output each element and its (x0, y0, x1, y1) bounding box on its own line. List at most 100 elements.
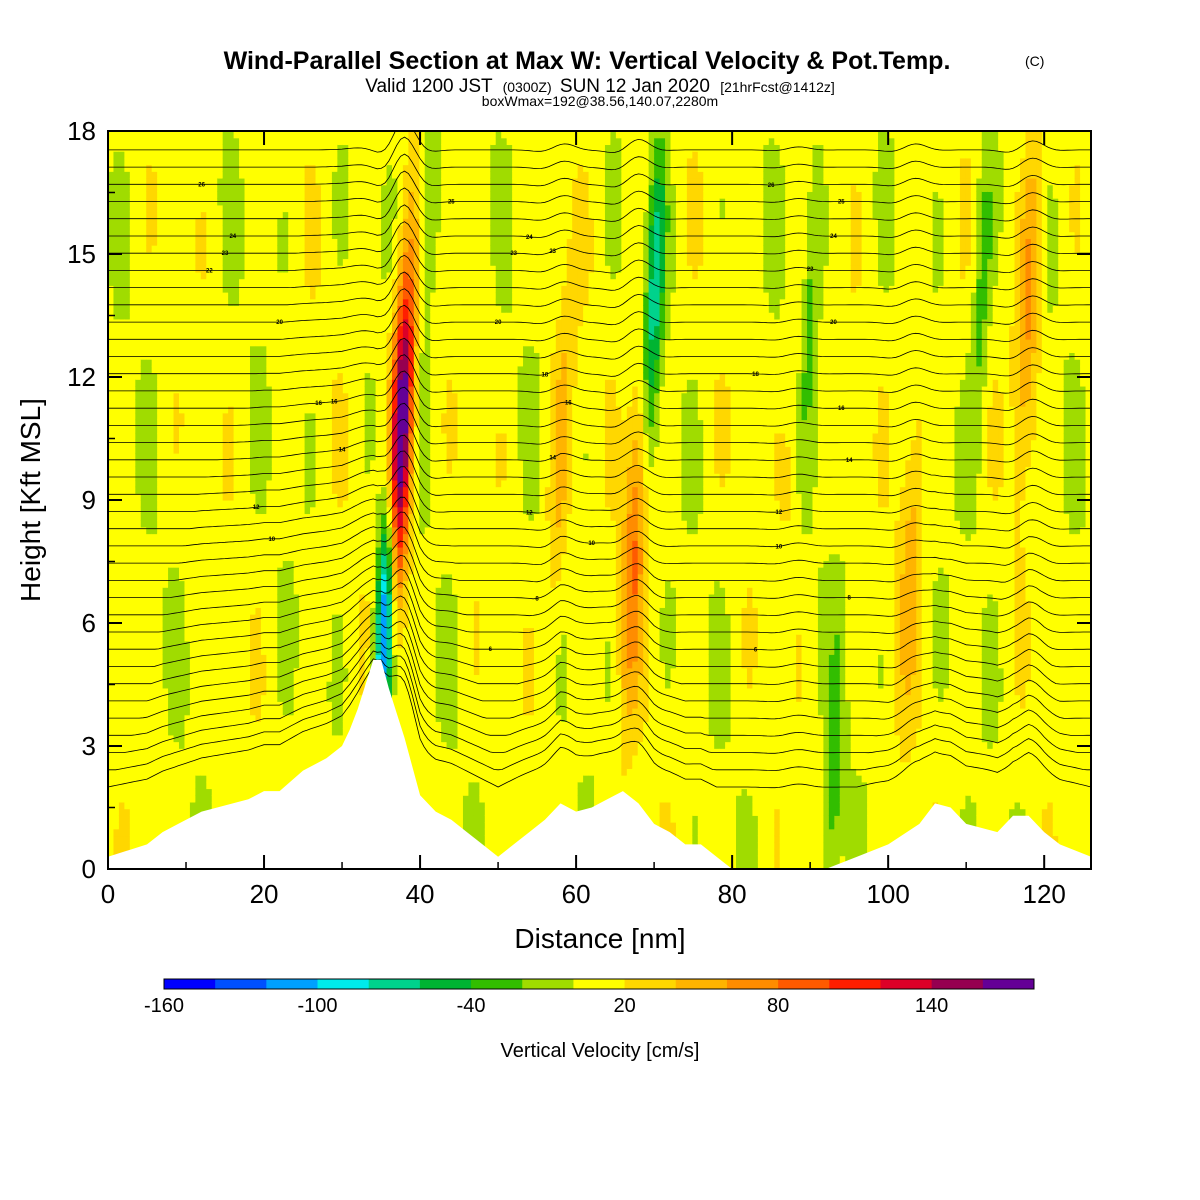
velocity-cell (157, 553, 164, 561)
velocity-cell (200, 137, 207, 146)
velocity-cell (173, 432, 180, 441)
velocity-cell (342, 446, 349, 454)
velocity-cell (211, 553, 218, 561)
velocity-cell (228, 238, 235, 246)
velocity-cell (271, 768, 278, 776)
velocity-cell (304, 640, 311, 649)
velocity-cell (320, 318, 328, 327)
velocity-cell (293, 258, 300, 266)
velocity-cell (288, 399, 295, 407)
velocity-cell (162, 271, 169, 280)
velocity-cell (310, 607, 317, 615)
velocity-cell (326, 198, 333, 206)
velocity-cell (168, 479, 175, 488)
velocity-cell (228, 587, 235, 595)
velocity-cell (222, 647, 229, 655)
velocity-cell (282, 318, 289, 327)
velocity-cell (282, 560, 289, 568)
velocity-cell (200, 446, 207, 454)
velocity-cell (331, 661, 338, 669)
velocity-cell (189, 157, 196, 166)
velocity-cell (118, 781, 125, 790)
velocity-cell (184, 298, 191, 307)
velocity-cell (304, 325, 311, 333)
velocity-cell (249, 338, 257, 347)
velocity-cell (228, 674, 235, 682)
velocity-cell (288, 479, 295, 488)
velocity-cell (168, 459, 175, 468)
velocity-cell (151, 131, 158, 139)
velocity-cell (151, 231, 158, 239)
velocity-cell (211, 171, 218, 179)
velocity-cell (320, 419, 328, 427)
velocity-cell (168, 634, 175, 642)
velocity-cell (326, 399, 333, 407)
velocity-cell (168, 788, 175, 796)
velocity-cell (200, 204, 207, 213)
velocity-cell (277, 318, 284, 327)
velocity-cell (299, 131, 306, 139)
velocity-cell (337, 640, 344, 649)
velocity-cell (200, 526, 207, 535)
velocity-cell (326, 318, 333, 327)
velocity-cell (271, 526, 278, 535)
velocity-cell (337, 265, 344, 273)
velocity-cell (326, 453, 333, 461)
velocity-cell (228, 184, 235, 192)
velocity-cell (184, 761, 191, 769)
velocity-cell (151, 681, 158, 689)
velocity-cell (342, 432, 349, 441)
velocity-cell (228, 640, 235, 649)
velocity-cell (266, 285, 273, 293)
velocity-cell (233, 714, 240, 722)
velocity-cell (331, 587, 338, 595)
velocity-cell (320, 627, 328, 635)
velocity-cell (266, 258, 273, 266)
velocity-cell (299, 714, 306, 722)
velocity-cell (168, 587, 175, 595)
velocity-cell (277, 164, 284, 172)
velocity-cell (260, 305, 267, 313)
velocity-cell (162, 526, 169, 535)
velocity-cell (293, 600, 300, 608)
velocity-cell (108, 694, 115, 702)
velocity-cell (315, 412, 322, 421)
velocity-cell (222, 781, 229, 790)
velocity-cell (195, 674, 202, 682)
velocity-cell (206, 526, 213, 535)
velocity-cell (195, 567, 202, 575)
velocity-field (108, 131, 1091, 869)
velocity-cell (124, 298, 131, 307)
velocity-cell (195, 553, 202, 561)
velocity-cell (189, 419, 196, 427)
velocity-cell (233, 332, 240, 340)
velocity-cell (178, 164, 186, 172)
velocity-cell (118, 580, 125, 588)
velocity-cell (304, 721, 311, 729)
velocity-cell (135, 754, 142, 763)
velocity-cell (124, 553, 131, 561)
velocity-cell (310, 372, 317, 380)
velocity-cell (293, 144, 300, 152)
velocity-cell (277, 754, 284, 763)
velocity-cell (118, 822, 125, 830)
velocity-cell (337, 131, 344, 139)
velocity-cell (228, 446, 235, 454)
velocity-cell (244, 285, 251, 293)
velocity-cell (255, 164, 262, 172)
velocity-cell (228, 741, 235, 749)
velocity-cell (228, 560, 235, 568)
velocity-cell (162, 734, 169, 743)
velocity-cell (288, 446, 295, 454)
velocity-cell (342, 473, 349, 481)
velocity-cell (348, 640, 355, 649)
velocity-cell (331, 607, 338, 615)
velocity-cell (140, 305, 147, 313)
velocity-cell (315, 177, 322, 186)
velocity-cell (315, 426, 322, 434)
velocity-cell (135, 285, 142, 293)
velocity-cell (200, 775, 207, 783)
velocity-cell (135, 828, 142, 837)
velocity-cell (271, 325, 278, 333)
velocity-cell (124, 359, 131, 367)
